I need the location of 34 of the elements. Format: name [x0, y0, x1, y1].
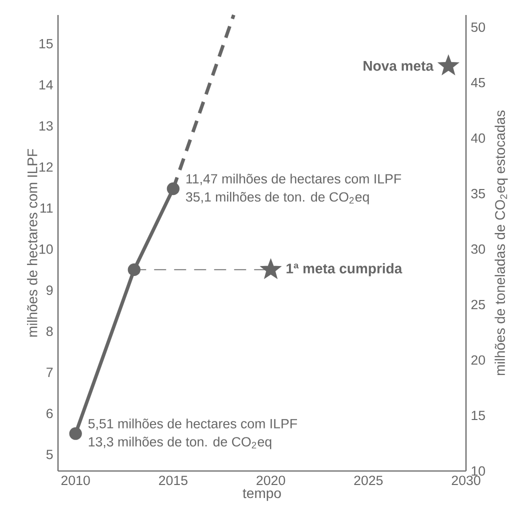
y-tick-label: 12 [39, 162, 53, 172]
annotation: 13,3 milhões de ton. de CO$_{2}$eq [88, 436, 272, 450]
annotation: 35,1 milhões de ton. de CO$_{2}$eq [186, 192, 369, 204]
x-tick-label: 2025 [354, 476, 383, 486]
y2-tick-label: 50 [471, 22, 486, 32]
annotation: 5,51 milhões de hectares com ILPF [88, 418, 298, 430]
x-tick-label: 2030 [452, 476, 480, 486]
annotation: 1ª meta cumprida [286, 263, 402, 276]
y2-tick-label: 35 [471, 188, 485, 198]
y2-tick-label: 30 [471, 244, 486, 254]
y2-tick-label: 40 [471, 133, 486, 143]
annotation: 11,47 milhões de hectares com ILPF [186, 174, 402, 186]
x-tick-label: 2015 [159, 476, 188, 486]
y-tick-label: 5 [46, 450, 53, 460]
y-tick-label: 13 [39, 121, 53, 131]
y-tick-label: 15 [39, 39, 53, 48]
y-tick-label: 7 [46, 368, 53, 377]
y2-tick-label: 20 [471, 355, 486, 365]
y-tick-label: 6 [46, 408, 53, 418]
y-tick-label: 10 [39, 244, 53, 254]
y-tick-label: 14 [39, 80, 53, 90]
x-tick-label: 2010 [61, 476, 90, 486]
y-tick-label: 11 [40, 203, 53, 213]
annotation: Nova meta [364, 61, 434, 71]
y-tick-label: 8 [46, 326, 53, 336]
y2-axis-title: milhões de toneladas de CO$_{2}$eq estocadas [494, 110, 508, 376]
x-axis-title: tempo [242, 488, 281, 501]
x-tick-label: 2020 [256, 476, 286, 486]
y2-tick-label: 10 [472, 466, 486, 476]
y2-tick-label: 25 [471, 300, 485, 310]
y-tick-label: 9 [46, 286, 53, 295]
y2-tick-label: 15 [472, 410, 485, 420]
y2-tick-label: 45 [471, 78, 485, 88]
y-axis-title: milhões de hectares com ILPF [27, 149, 38, 337]
